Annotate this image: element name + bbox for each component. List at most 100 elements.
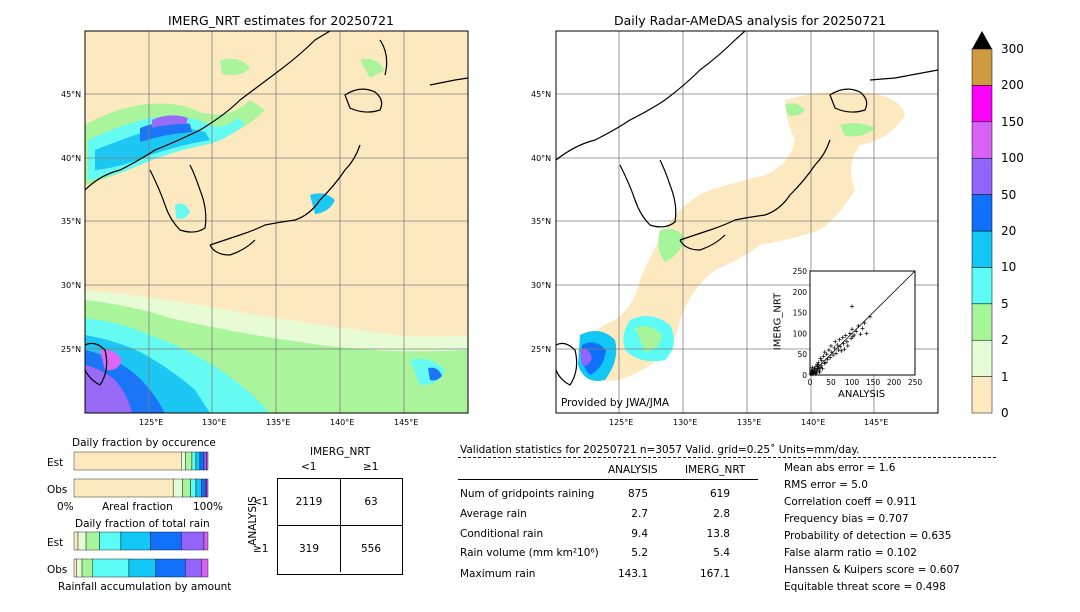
scatter-point xyxy=(815,362,820,367)
left-lat-label: 35°N xyxy=(61,217,82,226)
occurrence-bar-segment xyxy=(180,451,186,471)
scatter-point xyxy=(868,314,873,319)
total-rain-bar-segment xyxy=(155,558,186,578)
contingency-cell: 63 xyxy=(340,479,402,526)
validation-row-imerg: 13.8 xyxy=(706,528,730,540)
scatter-point xyxy=(818,356,823,361)
left-map xyxy=(84,30,469,414)
scatter-point xyxy=(813,371,818,376)
occurrence-bar-segment xyxy=(205,478,207,498)
scatter-point xyxy=(836,348,841,353)
colorbar-extend-arrow xyxy=(972,31,992,49)
scatter-ytick: 200 xyxy=(793,288,808,297)
validation-row-analysis: 875 xyxy=(627,488,648,500)
scatter-point xyxy=(856,323,861,328)
colorbar-tick-label: 10 xyxy=(1001,260,1017,275)
validation-row-label: Num of gridpoints raining xyxy=(460,488,595,500)
validation-row-imerg: 619 xyxy=(709,488,730,500)
total-rain-bar-segment xyxy=(77,531,87,551)
right-lon-label: 140°E xyxy=(801,418,826,427)
scatter-point xyxy=(832,345,837,350)
colorbar-tick-label: 20 xyxy=(1001,224,1017,238)
score-line: Hanssen & Kuipers score = 0.607 xyxy=(784,564,960,576)
validation-row-label: Rain volume (mm km²10⁶) xyxy=(460,547,599,559)
contingency-row-lt: <1 xyxy=(253,496,269,508)
total-rain-bar-segment xyxy=(201,558,209,578)
scatter-ytick: 0 xyxy=(802,371,807,380)
validation-header: Validation statistics for 20250721 n=305… xyxy=(460,444,860,456)
scatter-ytick: 50 xyxy=(797,350,807,359)
scatter-point xyxy=(826,348,831,353)
scatter-ylabel: IMERG_NRT xyxy=(772,292,784,351)
right-lon-label: 130°E xyxy=(673,418,698,427)
contingency-cell: 556 xyxy=(360,543,382,555)
scatter-point xyxy=(839,348,844,353)
colorbar-tick-label: 50 xyxy=(1001,187,1017,202)
scatter-xtick: 100 xyxy=(845,378,860,387)
right-lat-label: 25°N xyxy=(531,345,552,354)
scatter-point xyxy=(814,369,819,374)
occurrence-bar-segment xyxy=(73,451,182,471)
scatter-xtick: 200 xyxy=(887,378,902,387)
contingency-row-ge: ≥1 xyxy=(253,543,269,555)
occurrence-bar-segment xyxy=(182,478,191,498)
total-rain-bar-segment xyxy=(76,558,83,578)
validation-row-label: Maximum rain xyxy=(460,568,536,580)
inset-scatter: 0 50 100 150 200 250 0 50 100 150 200 250 xyxy=(793,267,923,387)
scatter-point xyxy=(844,339,849,344)
right-lat-label: 30°N xyxy=(531,281,552,290)
validation-row-label: Conditional rain xyxy=(460,528,544,540)
scatter-point xyxy=(852,333,857,338)
colorbar-tick-label: 5 xyxy=(1001,296,1009,311)
occurrence-bar-segment xyxy=(206,451,209,471)
validation-col-imerg: IMERG_NRT xyxy=(685,464,746,476)
scatter-point xyxy=(822,350,827,355)
left-lat-label: 25°N xyxy=(61,345,82,354)
scatter-point xyxy=(812,366,817,371)
occurrence-bar-segment xyxy=(203,451,207,471)
contingency-col-ge: ≥1 xyxy=(363,461,379,473)
scatter-point xyxy=(850,304,854,309)
scatter-point xyxy=(815,363,820,368)
scatter-point xyxy=(819,363,824,368)
left-lat-label: 30°N xyxy=(61,281,82,290)
total-rain-bar-segment xyxy=(85,531,100,551)
left-lon-label: 135°E xyxy=(266,418,291,427)
validation-row-imerg: 167.1 xyxy=(699,568,730,580)
right-lon-label: 145°E xyxy=(864,418,889,427)
scatter-ytick: 100 xyxy=(793,329,808,338)
validation-row-label: Average rain xyxy=(460,508,527,520)
validation-row-analysis: 9.4 xyxy=(631,528,648,540)
scatter-point xyxy=(835,343,840,348)
left-lon-label: 140°E xyxy=(330,418,355,427)
occurrence-bar-segment xyxy=(195,478,202,498)
scatter-point xyxy=(842,347,847,352)
occurrence-bar-segment xyxy=(206,478,209,498)
colorbar-segment xyxy=(971,303,993,341)
scatter-point xyxy=(809,368,814,373)
scatter-point xyxy=(824,352,829,357)
score-line: RMS error = 5.0 xyxy=(784,479,868,491)
scatter-ytick: 250 xyxy=(793,267,808,276)
right-coastline xyxy=(555,30,939,386)
validation-row: Rain volume (mm km²10⁶) 5.2 5.4 xyxy=(460,547,760,561)
scatter-point xyxy=(847,331,852,336)
total-rain-bar-segment xyxy=(120,531,151,551)
left-lon-label: 130°E xyxy=(202,418,227,427)
scatter-xlabel: ANALYSIS xyxy=(838,389,886,400)
scatter-point xyxy=(819,358,824,363)
scatter-point xyxy=(817,370,822,375)
validation-row-analysis: 5.2 xyxy=(631,547,648,559)
scatter-point xyxy=(837,337,842,342)
colorbar-tick-label: 2 xyxy=(1001,333,1009,348)
occurrence-xlabel: Areal fraction xyxy=(102,501,173,513)
colorbar xyxy=(971,31,993,414)
colorbar-segment xyxy=(971,48,993,86)
right-rain-field xyxy=(578,91,905,382)
colorbar-tick-label: 100 xyxy=(1001,151,1024,166)
left-lat-label: 45°N xyxy=(61,90,82,99)
validation-row-imerg: 2.8 xyxy=(713,508,730,520)
scatter-xtick: 0 xyxy=(808,378,813,387)
colorbar-tick-label: 150 xyxy=(1001,114,1024,129)
scatter-point xyxy=(854,329,859,334)
